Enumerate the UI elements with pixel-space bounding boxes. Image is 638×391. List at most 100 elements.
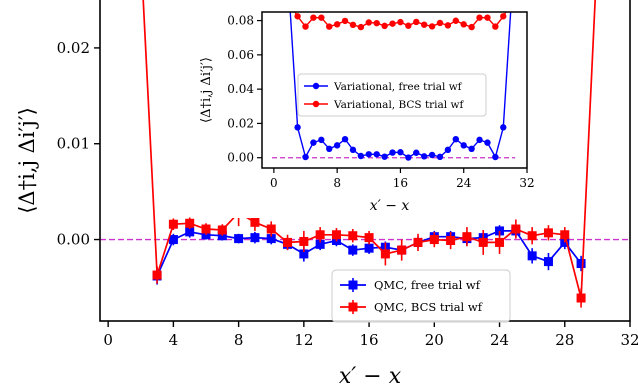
inset-series-0-marker-13 — [389, 149, 396, 156]
main-xtick-label-5: 20 — [425, 331, 444, 349]
main-series-1-marker-19 — [446, 236, 456, 246]
main-series-0-marker-10 — [315, 239, 325, 249]
inset-legend-marker-1 — [312, 100, 320, 108]
inset-series-1-marker-24 — [476, 14, 483, 21]
main-series-1-marker-12 — [331, 230, 341, 240]
main-ytick-label-0: 0.00 — [57, 231, 90, 249]
inset-series-0-marker-0 — [286, 0, 292, 6]
inset-series-0-marker-7 — [341, 136, 349, 143]
inset-series-0-marker-16 — [413, 149, 420, 156]
inset-ytick-label-1: 0.02 — [227, 116, 254, 130]
main-series-1-marker-9 — [283, 237, 293, 247]
main-series-1-marker-24 — [527, 231, 537, 241]
inset-legend-label-0: Variational, free trial wf — [333, 81, 463, 93]
inset-series-0-marker-5 — [326, 145, 333, 152]
inset-xtick-label-3: 24 — [456, 176, 472, 190]
inset-series-1-marker-5 — [326, 23, 333, 30]
main-legend-marker-0 — [348, 280, 358, 290]
inset-series-1-marker-0 — [286, 0, 292, 6]
inset-legend-label-1: Variational, BCS trial wf — [333, 99, 464, 111]
main-series-1-marker-22 — [495, 237, 505, 247]
inset-series-1-marker-19 — [436, 19, 444, 27]
main-xtick-label-4: 16 — [360, 331, 379, 349]
inset-series-1-marker-20 — [444, 22, 452, 29]
main-xlabel: x′ − x — [339, 364, 402, 389]
inset-series-1-marker-27 — [500, 13, 507, 20]
inset-series-0-marker-2 — [302, 153, 309, 161]
inset-xtick-label-4: 32 — [519, 176, 534, 190]
inset-series-1-marker-18 — [428, 23, 436, 30]
inset-series-1-marker-17 — [420, 21, 428, 28]
main-series-0-marker-2 — [185, 227, 195, 237]
inset-series-1-marker-16 — [413, 18, 420, 26]
inset-legend-box — [297, 73, 487, 117]
inset-series-1-marker-9 — [357, 23, 365, 31]
inset-series-0-marker-27 — [500, 124, 507, 131]
inset-series-1-marker-12 — [381, 22, 388, 30]
main-legend-marker-1 — [348, 302, 358, 312]
main-series-1-marker-8 — [266, 224, 276, 234]
main-series-1-marker-1 — [152, 270, 162, 280]
main-series-1-marker-20 — [462, 232, 472, 242]
inset-series-0-marker-26 — [492, 153, 499, 161]
main-series-0-marker-26 — [576, 259, 586, 269]
main-xtick-label-8: 32 — [620, 331, 638, 349]
inset-ytick-label-4: 0.08 — [227, 14, 254, 28]
inset-series-1-marker-13 — [389, 20, 396, 27]
main-series-1-marker-3 — [185, 218, 195, 228]
main-series-1-marker-18 — [429, 235, 439, 245]
main-xtick-label-3: 12 — [294, 331, 313, 349]
main-series-1-marker-14 — [364, 233, 374, 243]
inset-series-1-marker-23 — [468, 23, 475, 31]
main-series-1-marker-5 — [217, 225, 227, 235]
main-series-1-marker-10 — [299, 236, 309, 246]
main-legend-box — [331, 269, 511, 323]
main-series-1-marker-4 — [201, 224, 211, 234]
inset-ytick-label-0: 0.00 — [227, 151, 254, 165]
inset-series-1-marker-1 — [294, 13, 301, 20]
inset-axes-frame — [261, 11, 528, 169]
inset-series-0-marker-14 — [397, 149, 404, 156]
inset-series-0-marker-21 — [452, 136, 460, 143]
main-series-0-marker-23 — [527, 251, 537, 261]
main-series-1-marker-15 — [380, 249, 390, 259]
inset-series-0-marker-12 — [381, 153, 388, 160]
main-plot-area — [142, 0, 596, 308]
inset-xtick-label-0: 0 — [270, 176, 278, 190]
main-ytick-label-2: 0.02 — [57, 39, 90, 57]
main-series-1-marker-17 — [413, 237, 423, 247]
inset-series-0-marker-6 — [333, 142, 341, 149]
main-series-0-marker-5 — [234, 234, 244, 244]
inset-series-0-marker-10 — [365, 151, 372, 158]
main-series-1-marker-21 — [478, 237, 488, 247]
main-series-0-marker-12 — [348, 245, 358, 255]
inset-legend-marker-0 — [312, 82, 320, 90]
inset-ytick-label-2: 0.04 — [227, 82, 254, 96]
main-series-0-marker-7 — [266, 234, 276, 244]
inset-series-1-marker-3 — [310, 14, 317, 21]
main-series-0-marker-24 — [543, 257, 553, 267]
inset-series-0-marker-17 — [420, 153, 428, 160]
inset-series-1-marker-11 — [373, 19, 380, 27]
inset-xlabel: x′ − x — [370, 198, 410, 214]
main-series-0-marker-6 — [250, 233, 260, 243]
inset-series-1-marker-22 — [460, 21, 467, 28]
inset-series-0-marker-15 — [405, 154, 412, 161]
main-series-1-marker-13 — [348, 231, 358, 241]
inset-series-0-marker-18 — [428, 151, 436, 159]
main-ytick-label-1: 0.01 — [57, 135, 90, 153]
main-series-1-marker-25 — [543, 228, 553, 238]
main-series-1-marker-16 — [397, 245, 407, 255]
main-series-0-marker-1 — [168, 235, 178, 245]
inset-series-1-marker-6 — [333, 21, 341, 28]
inset-series-1-marker-10 — [365, 19, 372, 26]
inset-series-1-marker-8 — [349, 21, 357, 29]
inset-xtick-label-2: 16 — [393, 176, 408, 190]
main-legend-label-0: QMC, free trial wf — [374, 278, 481, 292]
main-series-1-marker-27 — [576, 293, 586, 303]
inset-series-0-marker-4 — [318, 136, 325, 144]
inset-series-0-marker-23 — [468, 145, 475, 152]
inset-series-0-marker-1 — [294, 124, 301, 131]
inset-series-0-marker-8 — [349, 146, 357, 154]
